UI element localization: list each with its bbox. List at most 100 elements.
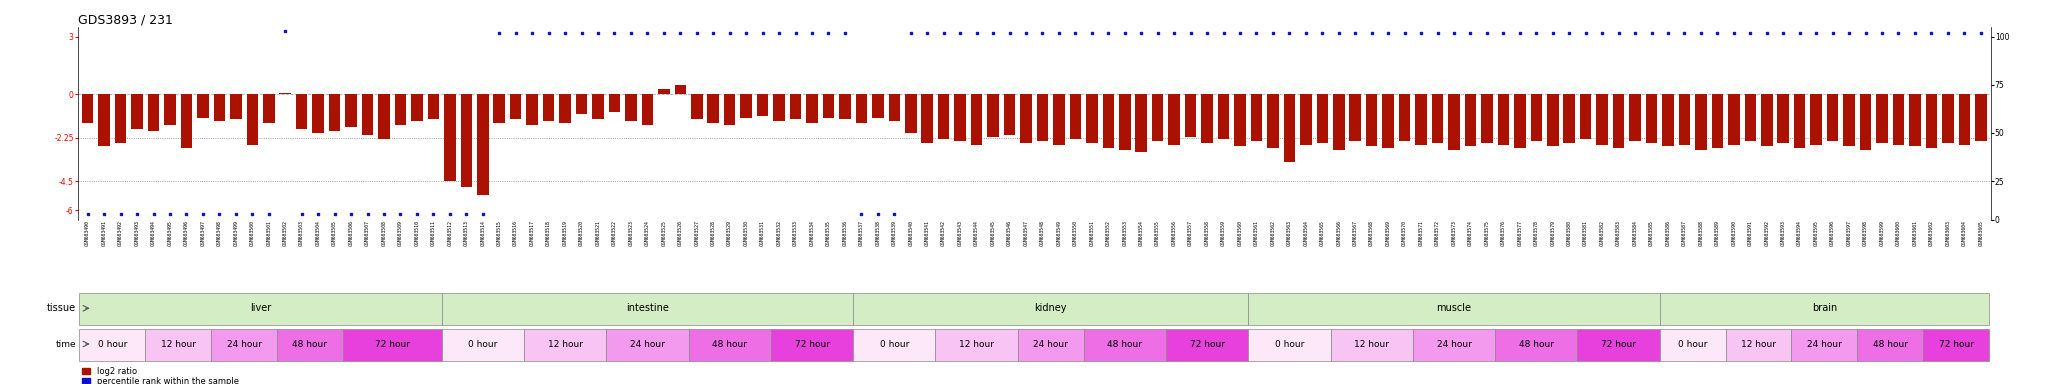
Bar (276, 329, 342, 361)
Bar (1579, 94, 1591, 139)
Text: GSM603493: GSM603493 (135, 220, 139, 246)
Text: GSM603561: GSM603561 (1253, 220, 1260, 246)
Bar (80, 293, 442, 325)
Bar (543, 94, 555, 121)
Bar (674, 85, 686, 94)
Bar (1251, 94, 1262, 141)
Bar (115, 94, 127, 142)
Text: GSM603593: GSM603593 (1782, 220, 1786, 246)
Bar (1350, 94, 1362, 141)
Bar (905, 94, 918, 133)
Text: 12 hour: 12 hour (958, 339, 993, 349)
Bar (774, 94, 784, 121)
Bar (82, 94, 94, 123)
Bar (1630, 94, 1640, 141)
Bar (1792, 329, 1858, 361)
Text: GSM603556: GSM603556 (1171, 220, 1178, 246)
Text: 24 hour: 24 hour (631, 339, 666, 349)
Bar (1595, 94, 1608, 144)
Text: GSM603501: GSM603501 (266, 220, 270, 246)
Bar (494, 94, 506, 123)
Bar (1481, 94, 1493, 142)
Bar (145, 329, 211, 361)
Text: GSM603559: GSM603559 (1221, 220, 1227, 246)
Text: intestine: intestine (627, 303, 670, 313)
Bar (823, 94, 834, 118)
Bar (180, 94, 193, 148)
Text: GSM603573: GSM603573 (1452, 220, 1456, 246)
Text: GSM603541: GSM603541 (926, 220, 930, 246)
Bar (889, 94, 899, 121)
Bar (1761, 94, 1772, 146)
Text: GSM603512: GSM603512 (446, 220, 453, 246)
Text: GSM603599: GSM603599 (1880, 220, 1884, 246)
Text: GDS3893 / 231: GDS3893 / 231 (78, 14, 172, 27)
Text: GSM603517: GSM603517 (530, 220, 535, 246)
Bar (1247, 293, 1659, 325)
Text: GSM603557: GSM603557 (1188, 220, 1194, 246)
Bar (1102, 94, 1114, 148)
Text: GSM603562: GSM603562 (1270, 220, 1276, 246)
Text: GSM603574: GSM603574 (1468, 220, 1473, 246)
Bar (1053, 94, 1065, 144)
Text: GSM603596: GSM603596 (1831, 220, 1835, 246)
Bar (1004, 94, 1016, 135)
Text: GSM603491: GSM603491 (102, 220, 106, 246)
Text: GSM603600: GSM603600 (1896, 220, 1901, 246)
Text: GSM603570: GSM603570 (1403, 220, 1407, 246)
Text: 72 hour: 72 hour (1602, 339, 1636, 349)
Text: muscle: muscle (1436, 303, 1473, 313)
Bar (428, 94, 438, 119)
Text: GSM603532: GSM603532 (776, 220, 782, 246)
Bar (1069, 94, 1081, 139)
Bar (510, 94, 522, 119)
Bar (229, 94, 242, 119)
Bar (1745, 94, 1755, 141)
Bar (1974, 94, 1987, 141)
Text: GSM603503: GSM603503 (299, 220, 305, 246)
Text: kidney: kidney (1034, 303, 1067, 313)
Text: GSM603504: GSM603504 (315, 220, 322, 246)
Bar (1876, 94, 1888, 142)
Text: 12 hour: 12 hour (160, 339, 197, 349)
Text: GSM603579: GSM603579 (1550, 220, 1554, 246)
Bar (758, 94, 768, 116)
Text: GSM603500: GSM603500 (250, 220, 254, 246)
Bar (379, 94, 389, 139)
Text: GSM603569: GSM603569 (1386, 220, 1391, 246)
Bar (1659, 329, 1726, 361)
Bar (1958, 94, 1970, 144)
Text: 72 hour: 72 hour (795, 339, 829, 349)
Bar (723, 94, 735, 125)
Bar (1284, 94, 1294, 162)
Text: GSM603531: GSM603531 (760, 220, 766, 246)
Text: GSM603497: GSM603497 (201, 220, 205, 246)
Text: GSM603578: GSM603578 (1534, 220, 1538, 246)
Bar (80, 329, 145, 361)
Bar (1909, 94, 1921, 146)
Bar (1794, 94, 1806, 148)
Bar (1663, 94, 1673, 146)
Bar (1614, 94, 1624, 148)
Text: GSM603539: GSM603539 (891, 220, 897, 246)
Bar (362, 94, 373, 135)
Bar (1925, 94, 1937, 148)
Text: 0 hour: 0 hour (1274, 339, 1305, 349)
Text: GSM603601: GSM603601 (1913, 220, 1917, 246)
Bar (1892, 94, 1905, 144)
Bar (1135, 94, 1147, 152)
Bar (461, 94, 473, 187)
Text: GSM603595: GSM603595 (1815, 220, 1819, 246)
Bar (197, 94, 209, 118)
Bar (608, 94, 621, 112)
Text: GSM603495: GSM603495 (168, 220, 172, 246)
Bar (1382, 94, 1395, 148)
Text: 0 hour: 0 hour (1677, 339, 1708, 349)
Text: GSM603530: GSM603530 (743, 220, 750, 246)
Bar (1247, 329, 1331, 361)
Bar (1843, 94, 1855, 146)
Bar (625, 94, 637, 121)
Bar (1118, 94, 1130, 150)
Bar (1036, 94, 1049, 141)
Text: GSM603603: GSM603603 (1946, 220, 1950, 246)
